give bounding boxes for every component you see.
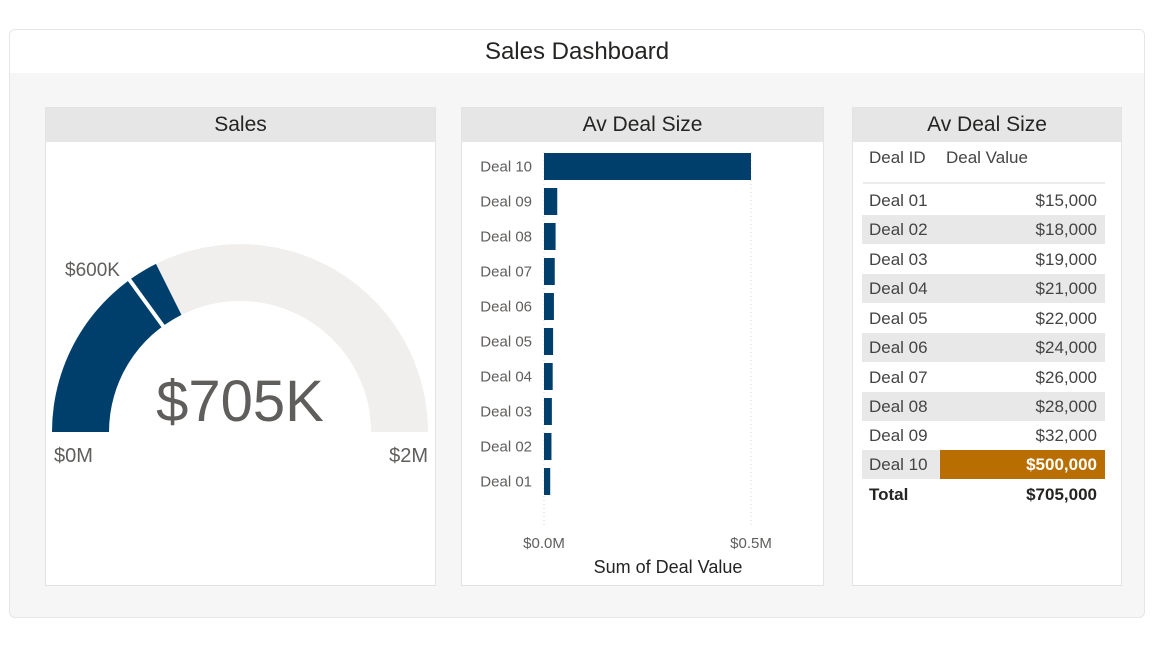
dashboard-canvas: Sales Dashboard Sales $705K $0M $2M $600… — [9, 29, 1145, 618]
category-label: Deal 04 — [480, 369, 532, 386]
highlighted-value-cell — [940, 450, 1105, 479]
deal-value-cell: $18,000 — [1035, 220, 1097, 239]
table-row-highlighted[interactable]: Deal 10 $500,000 — [862, 450, 1105, 479]
deal-value-cell: $32,000 — [1035, 426, 1097, 445]
deal-id-cell: Deal 07 — [869, 368, 928, 387]
deal-value-cell: $22,000 — [1035, 309, 1097, 328]
category-label: Deal 03 — [480, 404, 532, 421]
deal-id-cell: Deal 08 — [869, 397, 928, 416]
deal-size-table-card[interactable]: Av Deal Size Deal ID Deal Value Deal 01 … — [852, 107, 1122, 586]
deal-value-cell: $24,000 — [1035, 338, 1097, 357]
table-row[interactable]: Deal 06 $24,000 — [862, 333, 1105, 362]
deal-id-cell: Deal 02 — [869, 220, 928, 239]
gauge-target-label: $600K — [65, 260, 120, 281]
deal-id-cell: Deal 03 — [869, 250, 928, 269]
deal-id-cell: Deal 05 — [869, 309, 928, 328]
deal-id-cell: Deal 10 — [869, 455, 928, 474]
column-header-deal-value[interactable]: Deal Value — [946, 148, 1028, 167]
category-label: Deal 06 — [480, 299, 532, 316]
table-row[interactable]: Deal 05 $22,000 — [862, 304, 1105, 333]
x-tick-label: $0.5M — [730, 535, 772, 552]
bar[interactable] — [544, 223, 556, 250]
category-label: Deal 10 — [480, 159, 532, 176]
table-title: Av Deal Size — [853, 108, 1121, 142]
table-header: Deal ID Deal Value — [853, 142, 1121, 182]
dashboard-title: Sales Dashboard — [484, 38, 670, 65]
deal-value-cell: $500,000 — [1026, 455, 1097, 474]
deal-value-cell: $15,000 — [1035, 191, 1097, 210]
deal-value-cell: $26,000 — [1035, 368, 1097, 387]
table-row[interactable]: Deal 07 $26,000 — [862, 363, 1105, 392]
category-label: Deal 01 — [480, 474, 532, 491]
deal-id-cell: Deal 01 — [869, 191, 928, 210]
dashboard-header: Sales Dashboard — [10, 30, 1144, 73]
gauge-value-label: $705K — [156, 369, 324, 434]
total-value: $705,000 — [1026, 485, 1097, 504]
category-label: Deal 09 — [480, 194, 532, 211]
x-tick-label: $0.0M — [523, 535, 565, 552]
deal-value-cell: $28,000 — [1035, 397, 1097, 416]
deal-value-cell: $21,000 — [1035, 279, 1097, 298]
table-row[interactable]: Deal 09 $32,000 — [862, 421, 1105, 450]
deal-id-cell: Deal 09 — [869, 426, 928, 445]
sales-gauge-card[interactable]: Sales $705K $0M $2M $600K — [45, 107, 436, 586]
bar-x-axis-label: Sum of Deal Value — [594, 557, 743, 577]
deal-value-cell: $19,000 — [1035, 250, 1097, 269]
bar[interactable] — [544, 433, 552, 460]
total-label: Total — [869, 485, 909, 504]
sales-gauge: $705K $0M $2M $600K — [52, 244, 428, 467]
gauge-max-label: $2M — [389, 445, 428, 467]
table-row[interactable]: Deal 04 $21,000 — [862, 274, 1105, 303]
gauge-min-label: $0M — [54, 445, 93, 467]
bar[interactable] — [544, 258, 555, 285]
deal-size-bar-chart: Deal 10 Deal 09 Deal 08 Deal 07 Deal 06 Deal … — [480, 152, 772, 577]
table-row[interactable]: Deal 08 $28,000 — [862, 392, 1105, 421]
bar[interactable] — [544, 328, 554, 355]
category-label: Deal 08 — [480, 229, 532, 246]
bar[interactable] — [544, 468, 551, 495]
deal-id-cell: Deal 04 — [869, 279, 928, 298]
bar[interactable] — [544, 363, 553, 390]
category-label: Deal 02 — [480, 439, 532, 456]
bar[interactable] — [544, 188, 558, 215]
table-total-row: Total $705,000 — [862, 480, 1105, 509]
deal-id-cell: Deal 06 — [869, 338, 928, 357]
table-row[interactable]: Deal 02 $18,000 — [862, 215, 1105, 244]
bar-chart-title: Av Deal Size — [462, 108, 823, 142]
table-row[interactable]: Deal 03 $19,000 — [862, 245, 1105, 274]
category-label: Deal 07 — [480, 264, 532, 281]
category-label: Deal 05 — [480, 334, 532, 351]
column-header-deal-id[interactable]: Deal ID — [869, 148, 926, 167]
bar[interactable] — [544, 153, 751, 180]
table-row[interactable]: Deal 01 $15,000 — [862, 186, 1105, 215]
bar[interactable] — [544, 293, 554, 320]
deal-size-bar-card[interactable]: Av Deal Size Deal 10 Deal 09 Deal 08 Deal 0… — [461, 107, 824, 586]
header-divider — [863, 182, 1105, 184]
gauge-target-marker — [126, 277, 166, 329]
bar[interactable] — [544, 398, 552, 425]
sales-gauge-title: Sales — [46, 108, 435, 142]
